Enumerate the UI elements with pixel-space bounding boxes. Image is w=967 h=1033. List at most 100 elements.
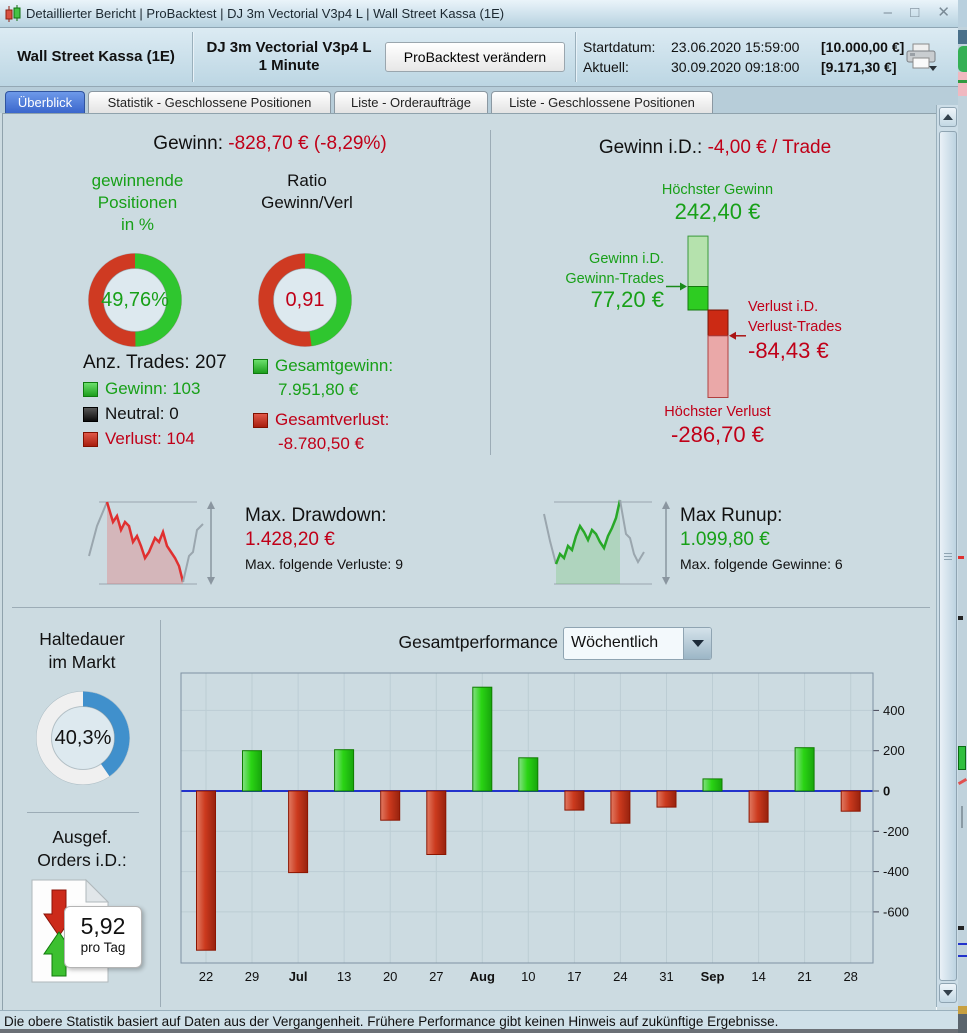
title-bar: Detaillierter Bericht | ProBacktest | DJ…	[0, 0, 967, 28]
highest-loss-value: -286,70 €	[671, 422, 764, 447]
svg-text:22: 22	[199, 969, 213, 984]
holding-pct-value: 40,3%	[54, 726, 112, 749]
thumb-grip-icon	[944, 553, 952, 554]
total-profit-swatch	[253, 358, 268, 374]
status-bar: Die obere Statistik basiert auf Daten au…	[0, 1010, 958, 1033]
chevron-down-icon	[691, 640, 704, 647]
header-divider	[575, 32, 576, 82]
avg-win-label: Gewinn i.D. Gewinn-Trades	[565, 251, 664, 287]
svg-text:28: 28	[843, 969, 857, 984]
drawdown-title: Max. Drawdown:	[245, 505, 387, 526]
candlestick-app-icon	[5, 5, 21, 22]
printer-options-arrow-icon	[929, 66, 937, 71]
scroll-down-icon	[943, 990, 953, 996]
period-dropdown-button[interactable]	[683, 628, 711, 659]
runup-note: Max. folgende Gewinne: 6	[680, 556, 843, 572]
svg-text:27: 27	[429, 969, 443, 984]
svg-text:17: 17	[567, 969, 581, 984]
window-title: Detaillierter Bericht | ProBacktest | DJ…	[26, 6, 505, 21]
minimize-button[interactable]: –	[883, 4, 897, 21]
svg-text:-400: -400	[883, 864, 909, 879]
maximize-button[interactable]: □	[910, 4, 924, 21]
thumb-grip-icon	[944, 559, 952, 560]
legend-verlust: Verlust: 104	[83, 429, 195, 449]
legend-verlust-label: Verlust: 104	[105, 429, 195, 448]
loss-color-swatch	[83, 431, 98, 447]
tab-liste-orderauftraege[interactable]: Liste - Orderaufträge	[334, 91, 488, 113]
winning-positions-donut: 49,76%	[85, 250, 185, 350]
ratio-value: 0,91	[285, 288, 325, 311]
svg-text:24: 24	[613, 969, 627, 984]
report-header: Wall Street Kassa (1E) DJ 3m Vectorial V…	[0, 28, 967, 87]
tab-ueberblick[interactable]: Überblick	[5, 91, 85, 113]
start-date-label: Startdatum:	[583, 39, 656, 55]
current-date-label: Aktuell:	[583, 59, 629, 75]
period-dropdown[interactable]: Wöchentlich	[563, 627, 712, 660]
svg-text:21: 21	[797, 969, 811, 984]
orders-per-day-label: Ausgef. Orders i.D.:	[37, 827, 127, 870]
legend-neutral: Neutral: 0	[83, 404, 179, 424]
svg-text:-200: -200	[883, 824, 909, 839]
total-loss-swatch	[253, 412, 268, 428]
svg-text:200: 200	[883, 743, 905, 758]
winning-pct-value: 49,76%	[101, 288, 169, 311]
avg-loss-value: -84,43 €	[748, 338, 829, 363]
scroll-down-button[interactable]	[939, 983, 957, 1003]
backtest-dates: Startdatum: 23.06.2020 15:59:00 [10.000,…	[583, 37, 904, 77]
window-bottom-edge	[0, 1029, 958, 1033]
trades-total: Anz. Trades: 207	[83, 352, 227, 373]
svg-text:Sep: Sep	[701, 969, 725, 984]
scrollbar-thumb[interactable]	[939, 131, 957, 981]
per-trade-value: -4,00 € / Trade	[707, 137, 832, 158]
close-button[interactable]: ✕	[937, 4, 954, 21]
holding-time-donut: 40,3%	[33, 688, 133, 788]
profit-value: -828,70 € (-8,29%)	[228, 133, 387, 154]
current-date-value: 30.09.2020 09:18:00	[671, 59, 800, 75]
winning-positions-label: gewinnende Positionen in %	[91, 171, 184, 235]
background-window-sliver	[957, 0, 967, 1033]
vertical-scrollbar[interactable]	[936, 105, 959, 1007]
highest-loss-label: Höchster Verlust	[664, 404, 771, 420]
header-divider	[192, 32, 193, 82]
legend-gewinn: Gewinn: 103	[83, 379, 200, 399]
tab-bar: Überblick Statistik - Geschlossene Posit…	[0, 87, 967, 113]
legend-gewinn-label: Gewinn: 103	[105, 379, 201, 398]
trade-extremes-chart	[600, 230, 830, 410]
drawdown-note: Max. folgende Verluste: 9	[245, 556, 403, 572]
svg-text:13: 13	[337, 969, 351, 984]
probacktest-edit-button[interactable]: ProBacktest verändern	[385, 42, 565, 72]
runup-value: 1.099,80 €	[680, 529, 770, 550]
runup-sparkline-icon	[543, 499, 670, 585]
total-loss-value: -8.780,50 €	[278, 434, 365, 453]
orders-per-day-unit: pro Tag	[80, 940, 126, 955]
legend-neutral-label: Neutral: 0	[105, 404, 179, 423]
weekly-performance-chart: 400 200 0 -200 -400 -600 22 29 Jul 13 20 27 Aug 10 17 2…	[165, 665, 920, 1000]
ratio-donut: 0,91	[255, 250, 355, 350]
bottom-section-divider	[160, 620, 161, 1007]
neutral-color-swatch	[83, 406, 98, 422]
section-divider-vertical	[490, 130, 491, 455]
tab-statistik-geschlossene-positionen[interactable]: Statistik - Geschlossene Positionen	[88, 91, 331, 113]
svg-text:20: 20	[383, 969, 397, 984]
start-date-value: 23.06.2020 15:59:00	[671, 39, 800, 55]
avg-win-value: 77,20 €	[590, 287, 664, 312]
performance-title: Gesamtperformance	[398, 632, 558, 652]
left-column-divider	[27, 812, 139, 813]
start-capital: [10.000,00 €]	[821, 39, 905, 55]
thumb-grip-icon	[944, 556, 952, 557]
orders-per-day-box: 5,92 pro Tag	[64, 906, 142, 968]
printer-icon[interactable]	[903, 42, 939, 72]
account-name: Wall Street Kassa (1E)	[17, 48, 175, 65]
orders-per-day-value: 5,92	[80, 913, 126, 939]
holding-time-label: Haltedauer im Markt	[39, 629, 125, 672]
total-loss-row: Gesamtverlust:	[253, 410, 389, 430]
per-trade-heading: Gewinn i.D.: -4,00 € / Trade	[500, 137, 930, 159]
ratio-label: Ratio Gewinn/Verl	[261, 171, 353, 213]
section-divider-horizontal	[12, 607, 930, 608]
tab-liste-geschlossene-positionen[interactable]: Liste - Geschlossene Positionen	[491, 91, 713, 113]
svg-text:Jul: Jul	[289, 969, 308, 984]
scroll-up-button[interactable]	[939, 107, 957, 127]
svg-text:29: 29	[245, 969, 259, 984]
total-profit-row: Gesamtgewinn:	[253, 356, 393, 376]
